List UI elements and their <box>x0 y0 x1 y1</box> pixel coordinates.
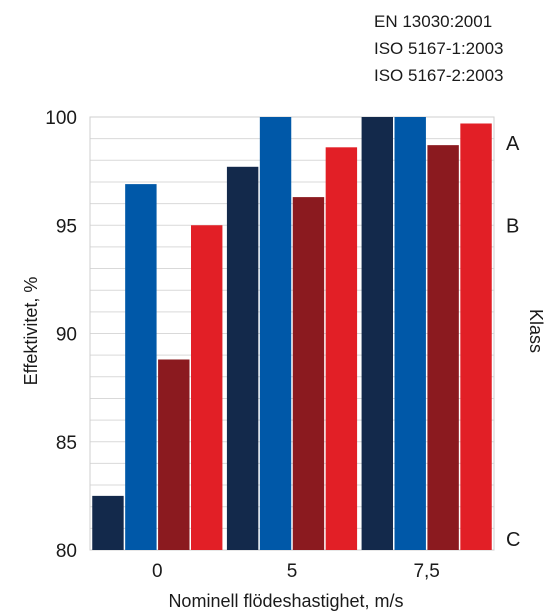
x-axis-ticks: 0 5 7,5 <box>152 561 440 582</box>
plot-frame <box>89 116 495 551</box>
bar <box>158 359 190 550</box>
standard-line-2: ISO 5167-1:2003 <box>374 39 503 58</box>
standard-line-1: EN 13030:2001 <box>374 12 492 31</box>
y-axis-label: Effektivitet, % <box>21 277 41 386</box>
class-label: A <box>506 133 520 155</box>
grid-lines <box>89 116 495 551</box>
bar <box>226 166 259 551</box>
y-tick-label: 90 <box>56 325 77 346</box>
bar <box>92 495 124 550</box>
x-tick-label: 0 <box>152 561 163 582</box>
bar <box>292 197 325 551</box>
x-tick-label: 7,5 <box>413 561 439 582</box>
bar <box>259 117 292 550</box>
bar <box>394 117 426 550</box>
class-labels: A B C <box>506 133 520 551</box>
bar <box>427 145 459 550</box>
y-tick-label: 100 <box>45 108 77 129</box>
class-label: B <box>506 215 519 237</box>
bar <box>460 123 492 551</box>
x-axis-label: Nominell flödeshastighet, m/s <box>168 591 403 611</box>
y-tick-label: 85 <box>56 433 77 454</box>
y-axis-ticks: 80 85 90 95 100 <box>45 108 77 562</box>
bar <box>325 147 358 550</box>
class-label: C <box>506 529 520 551</box>
x-tick-label: 5 <box>287 561 298 582</box>
bar <box>361 117 393 550</box>
right-axis-label: Klass <box>526 309 546 353</box>
bar <box>125 184 157 551</box>
bar-group <box>92 117 492 551</box>
y-tick-label: 95 <box>56 216 77 237</box>
y-tick-label: 80 <box>56 541 77 562</box>
bar <box>191 225 223 550</box>
standards-block: EN 13030:2001 ISO 5167-1:2003 ISO 5167-2… <box>374 12 503 85</box>
standard-line-3: ISO 5167-2:2003 <box>374 66 503 85</box>
